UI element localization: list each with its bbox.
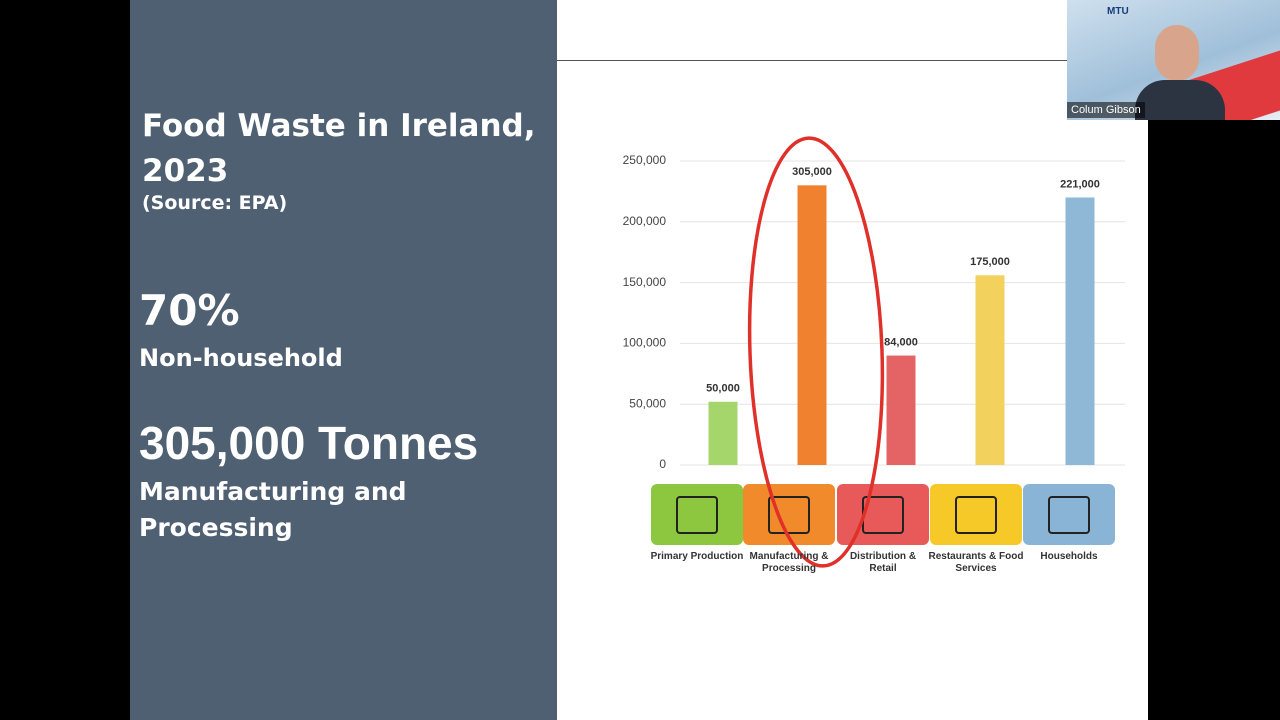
category-tile	[1023, 484, 1115, 545]
divider	[557, 60, 1067, 61]
y-tick-label: 150,000	[623, 275, 667, 289]
slide-source: (Source: EPA)	[142, 192, 288, 214]
y-tick-label: 50,000	[629, 396, 666, 410]
logo: MTU	[1107, 6, 1129, 17]
data-label: 84,000	[884, 336, 918, 348]
data-label: 175,000	[970, 256, 1010, 268]
participant-video: MTU Colum Gibson	[1067, 0, 1280, 120]
category-tile	[743, 484, 835, 545]
data-label: 305,000	[792, 166, 832, 178]
category-tile	[930, 484, 1022, 545]
y-tick-label: 250,000	[623, 153, 667, 167]
stat-label: Non-household	[139, 344, 343, 372]
bar	[1065, 197, 1095, 466]
highlight-ellipse	[747, 136, 885, 568]
slide-left-panel: Food Waste in Ireland, 2023 (Source: EPA…	[130, 0, 557, 720]
face	[1155, 25, 1199, 81]
slide	[557, 0, 1148, 720]
y-tick-label: 100,000	[623, 336, 667, 350]
category-tile	[651, 484, 743, 545]
category-icon	[768, 496, 810, 534]
category-tile	[837, 484, 929, 545]
x-tick-label: Distribution & Retail	[849, 551, 917, 574]
x-tick-label: Primary Production	[650, 551, 744, 562]
bar	[975, 275, 1005, 465]
bar	[886, 355, 916, 465]
bar	[797, 185, 827, 465]
body	[1135, 80, 1225, 120]
data-label: 50,000	[706, 383, 740, 395]
y-tick-label: 0	[659, 457, 666, 471]
y-tick-label: 200,000	[623, 214, 667, 228]
stat-label: Manufacturing and Processing	[139, 477, 407, 542]
category-icon	[1048, 496, 1090, 534]
x-tick-label: Manufacturing & Processing	[749, 551, 829, 574]
bar	[708, 401, 738, 465]
data-label: 221,000	[1060, 178, 1100, 190]
x-tick-label: Households	[1040, 551, 1098, 562]
x-tick-label: Restaurants & Food Services	[928, 551, 1024, 574]
stat-value: 70%	[139, 286, 240, 335]
slide-title: Food Waste in Ireland, 2023	[142, 108, 536, 189]
category-icon	[676, 496, 718, 534]
participant-name: Colum Gibson	[1067, 102, 1145, 118]
category-icon	[955, 496, 997, 534]
stat-value: 305,000 Tonnes	[139, 417, 479, 469]
